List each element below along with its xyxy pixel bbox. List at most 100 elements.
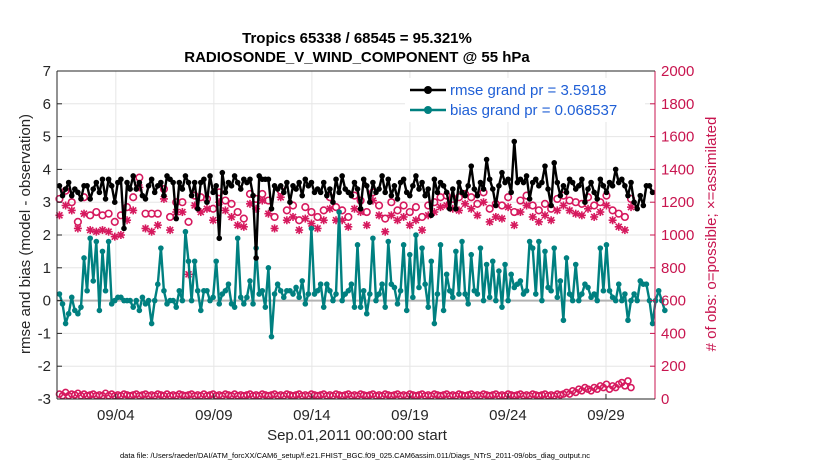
assim-stroke (609, 216, 617, 224)
obs-assimilated-marker (571, 209, 580, 218)
bias-point (148, 320, 155, 327)
y-tick-label-left: 0 (43, 293, 51, 310)
rmse-point (631, 199, 637, 205)
rmse-point (277, 183, 284, 189)
bias-point (345, 287, 352, 294)
rmse-point (105, 176, 112, 183)
bias-point (489, 258, 496, 265)
obs-assimilated-marker (375, 211, 384, 220)
rmse-point (130, 173, 137, 179)
bias-point (182, 228, 189, 235)
assim-stroke (400, 213, 408, 221)
assim-stroke (467, 205, 475, 213)
rmse-point (634, 205, 640, 212)
y-tick-label-right: 400 (661, 325, 686, 342)
rmse-point (87, 196, 93, 202)
rmse-point (474, 192, 481, 199)
obs-assimilated-marker (627, 203, 636, 212)
rmse-point (428, 212, 435, 219)
rmse-point (477, 179, 484, 186)
bias-point (56, 291, 63, 297)
rmse-point (520, 179, 527, 186)
bias-point (622, 291, 628, 297)
bias-point (93, 238, 100, 245)
assim-stroke (498, 215, 506, 223)
bias-point (465, 301, 471, 307)
bias-point (594, 297, 601, 304)
obs-assimilated-marker (461, 199, 470, 208)
bias-point (90, 278, 97, 284)
obs-assimilated-marker (178, 208, 187, 217)
bias-point (299, 278, 306, 284)
rmse-point (539, 179, 545, 186)
bias-point (505, 297, 511, 304)
bias-point (84, 287, 90, 294)
rmse-point (542, 163, 548, 169)
bias-point (526, 238, 533, 245)
y-tick-label-left: 6 (43, 96, 51, 113)
rmse-point (176, 179, 183, 186)
rmse-point (400, 176, 407, 183)
assim-stroke (547, 216, 555, 224)
bias-point (161, 287, 167, 294)
bias-point (563, 255, 570, 261)
obs-assimilated-marker (479, 198, 488, 207)
rmse-point (357, 205, 364, 212)
assim-stroke (455, 206, 463, 214)
bias-point (453, 248, 459, 255)
rmse-point (612, 166, 619, 173)
obs-possible-marker (307, 207, 316, 217)
obs-possible-marker (399, 201, 408, 210)
legend-bias-marker (424, 106, 432, 114)
bias-point (560, 317, 567, 324)
assim-stroke (105, 228, 113, 236)
obs-assimilated-marker (467, 204, 476, 213)
obs-assimilated-marker (399, 212, 408, 221)
rmse-point (161, 192, 167, 199)
rmse-point (330, 199, 336, 205)
rmse-point (96, 189, 103, 196)
assim-stroke (203, 205, 211, 213)
bias-point (274, 281, 281, 288)
assim-stroke (166, 226, 174, 234)
assim-stroke (62, 201, 70, 210)
obs-assimilated-marker (80, 209, 89, 218)
obs-assimilated-marker (227, 212, 236, 221)
obs-assimilated-marker (516, 208, 525, 217)
assim-stroke (393, 216, 402, 224)
rmse-point (600, 183, 607, 189)
bias-point (649, 320, 656, 327)
assim-stroke (553, 206, 561, 214)
footer-data-file: data file: /Users/raeder/DAI/ATM_forcXX/… (120, 451, 590, 460)
rmse-point (370, 179, 376, 186)
assim-stroke (627, 203, 635, 211)
assim-stroke (98, 226, 107, 234)
bias-point (554, 294, 561, 301)
bias-point (496, 268, 502, 274)
bias-point (302, 301, 309, 307)
rmse-point (422, 192, 428, 199)
assim-stroke (117, 231, 125, 239)
rmse-point (560, 183, 567, 189)
rmse-point (62, 186, 69, 192)
bias-point (658, 297, 665, 304)
bias-point (646, 297, 653, 304)
obs-possible-marker (288, 201, 298, 210)
assim-stroke (307, 219, 316, 228)
assim-stroke (289, 213, 297, 221)
bias-point (569, 297, 576, 304)
assim-stroke (602, 201, 611, 210)
rmse-point (354, 186, 361, 192)
bias-point (234, 235, 241, 242)
bias-point (185, 258, 192, 265)
bias-point (566, 291, 573, 297)
rmse-point (118, 176, 124, 183)
bias-point (373, 297, 379, 304)
obs-assimilated-marker (393, 216, 402, 225)
bias-point (410, 294, 416, 301)
bias-point (523, 287, 530, 294)
bias-point (65, 310, 72, 317)
bias-point (198, 307, 204, 314)
rmse-point (486, 176, 493, 183)
bias-point (151, 297, 158, 304)
